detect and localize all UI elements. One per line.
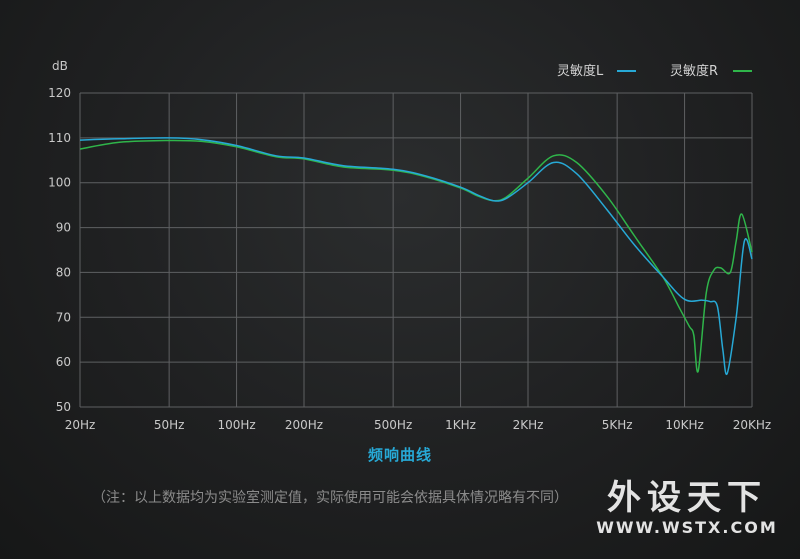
legend-label: 灵敏度L: [557, 63, 604, 79]
chart-caption: 频响曲线: [367, 446, 432, 464]
x-tick-label: 10KHz: [665, 418, 703, 432]
y-tick-label: 50: [56, 400, 71, 414]
y-tick-label: 110: [48, 131, 71, 145]
y-tick-label: 80: [56, 265, 71, 279]
x-tick-label: 20KHz: [733, 418, 771, 432]
x-tick-label: 200Hz: [285, 418, 323, 432]
x-tick-label: 1KHz: [445, 418, 476, 432]
x-tick-label: 5KHz: [602, 418, 633, 432]
y-tick-label: 120: [48, 86, 71, 100]
series-line-l: [79, 137, 753, 376]
x-tick-label: 100Hz: [217, 418, 255, 432]
x-tick-label: 20Hz: [65, 418, 96, 432]
x-tick-label: 50Hz: [154, 418, 185, 432]
x-tick-label: 500Hz: [374, 418, 412, 432]
watermark-url: WWW.WSTX.COM: [596, 518, 778, 537]
y-axis-label: dB: [52, 59, 68, 73]
data-note: （注：以上数据均为实验室测定值，实际使用可能会依据具体情况略有不同）: [92, 490, 568, 506]
y-tick-label: 100: [48, 176, 71, 190]
series-line-r: [79, 139, 753, 373]
y-tick-label: 90: [56, 221, 71, 235]
watermark-text: 外设天下: [607, 478, 767, 518]
y-tick-label: 70: [56, 310, 71, 324]
legend-label: 灵敏度R: [670, 63, 718, 79]
watermark-logo: 外设天下 WWW.WSTX.COM: [592, 478, 782, 538]
y-tick-label: 60: [56, 355, 71, 369]
x-tick-label: 2KHz: [513, 418, 544, 432]
